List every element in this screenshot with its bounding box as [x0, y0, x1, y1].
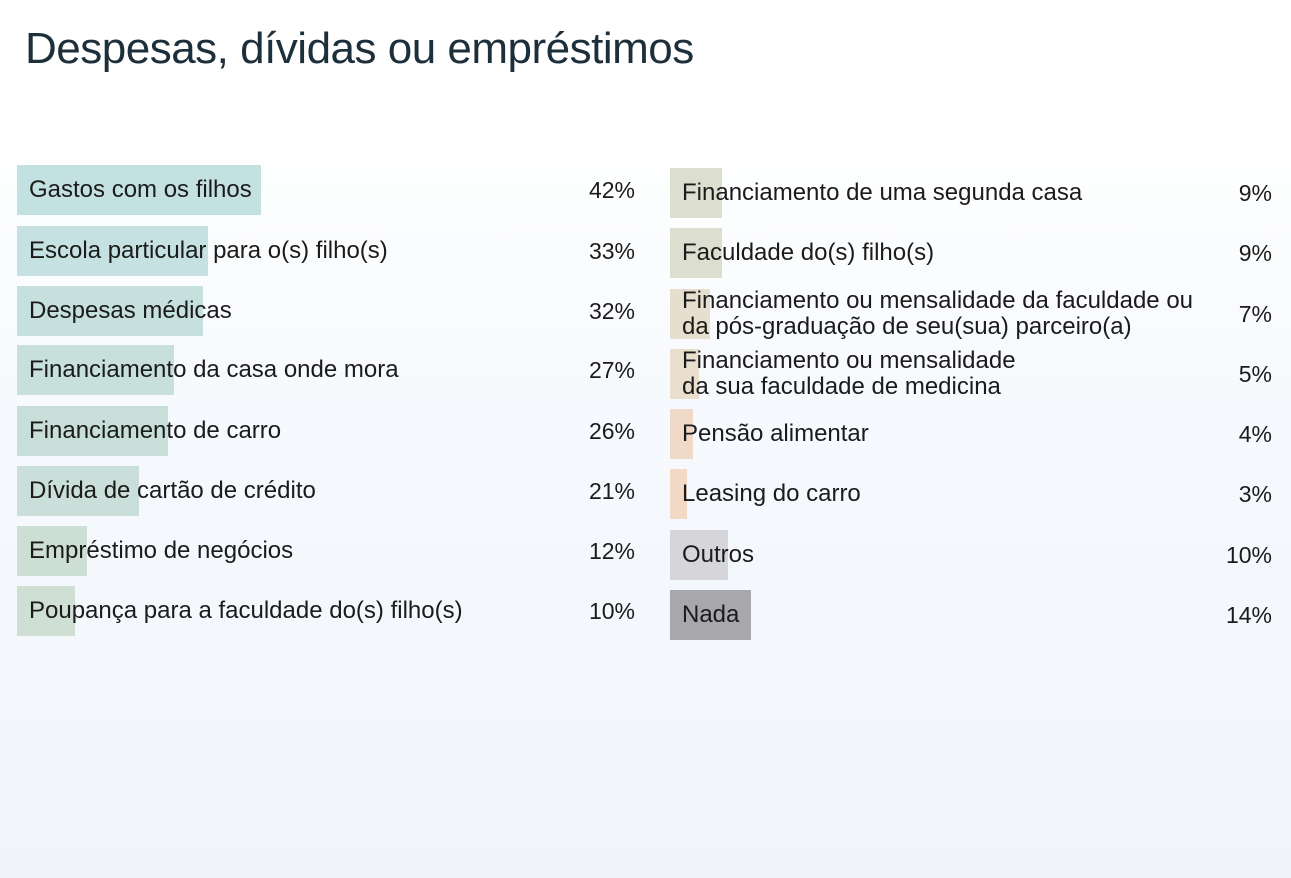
bar-label: Poupança para a faculdade do(s) filho(s): [29, 597, 463, 624]
bar: [670, 530, 728, 580]
bar-value-label: 9%: [1238, 179, 1272, 206]
bar: [670, 590, 751, 640]
bar-row: Financiamento ou mensalidade da faculdad…: [670, 287, 1272, 340]
bar-row: Pensão alimentar 4%: [670, 409, 1272, 459]
bar-value-label: 5%: [1238, 360, 1272, 387]
bar-label: Nada: [682, 601, 740, 628]
bar-row: Faculdade do(s) filho(s) 9%: [670, 228, 1272, 278]
bar-value-label: 26%: [588, 417, 635, 444]
bar: [670, 168, 722, 218]
bar-row: Empréstimo de negócios 12%: [17, 526, 635, 576]
bar-value-label: 32%: [588, 297, 635, 324]
bar-row: Despesas médicas 32%: [17, 286, 635, 336]
bar: [670, 349, 699, 399]
bar-row: Outros 10%: [670, 530, 1272, 580]
bar-row: Dívida de cartão de crédito 21%: [17, 466, 635, 516]
bar-value-label: 27%: [588, 356, 635, 383]
bar-value-label: 42%: [588, 176, 635, 203]
bar-value-label: 9%: [1238, 239, 1272, 266]
bar-label: Financiamento ou mensalidade da sua facu…: [682, 347, 1016, 400]
bar-row: Leasing do carro 3%: [670, 469, 1272, 519]
bar-value-label: 33%: [588, 237, 635, 264]
bar: [670, 409, 693, 459]
chart-background: [0, 112, 1291, 878]
bar-value-label: 7%: [1238, 300, 1272, 327]
bar-value-label: 12%: [588, 537, 635, 564]
bar: [670, 289, 710, 339]
bar-label: Dívida de cartão de crédito: [29, 477, 316, 504]
bar-label: Faculdade do(s) filho(s): [682, 239, 935, 266]
bar: [17, 286, 203, 336]
bar: [17, 586, 75, 636]
bar-value-label: 14%: [1225, 601, 1272, 628]
bar-row: Nada 14%: [670, 590, 1272, 640]
bar-label: Pensão alimentar: [682, 420, 869, 447]
bar-label: Escola particular para o(s) filho(s): [29, 237, 388, 264]
bar-row: Financiamento ou mensalidade da sua facu…: [670, 347, 1272, 400]
bar-value-label: 4%: [1238, 420, 1272, 447]
bar-label: Gastos com os filhos: [29, 176, 252, 203]
bar-row: Financiamento da casa onde mora 27%: [17, 345, 635, 395]
bar-value-label: 10%: [1225, 541, 1272, 568]
bar-label: Financiamento da casa onde mora: [29, 356, 399, 383]
bar-label: Financiamento de uma segunda casa: [682, 179, 1083, 206]
bar: [670, 469, 687, 519]
bar: [17, 226, 208, 276]
bar-row: Escola particular para o(s) filho(s) 33%: [17, 226, 635, 276]
chart-title: Despesas, dívidas ou empréstimos: [25, 24, 694, 73]
bar: [17, 345, 174, 395]
bar-label: Outros: [682, 541, 755, 568]
bar: [670, 228, 722, 278]
bar-label: Leasing do carro: [682, 480, 861, 507]
bar: [17, 466, 139, 516]
bar-row: Gastos com os filhos 42%: [17, 165, 635, 215]
bar-label: Financiamento ou mensalidade da faculdad…: [682, 287, 1194, 340]
bar-value-label: 10%: [588, 597, 635, 624]
bar-row: Poupança para a faculdade do(s) filho(s)…: [17, 586, 635, 636]
bar-row: Financiamento de carro 26%: [17, 406, 635, 456]
bar: [17, 526, 87, 576]
bar: [17, 165, 261, 215]
bar-label: Financiamento de carro: [29, 417, 282, 444]
bar-row: Financiamento de uma segunda casa 9%: [670, 168, 1272, 218]
bar: [17, 406, 168, 456]
bar-label: Empréstimo de negócios: [29, 537, 294, 564]
bar-label: Despesas médicas: [29, 297, 232, 324]
bar-value-label: 21%: [588, 477, 635, 504]
bar-value-label: 3%: [1238, 480, 1272, 507]
